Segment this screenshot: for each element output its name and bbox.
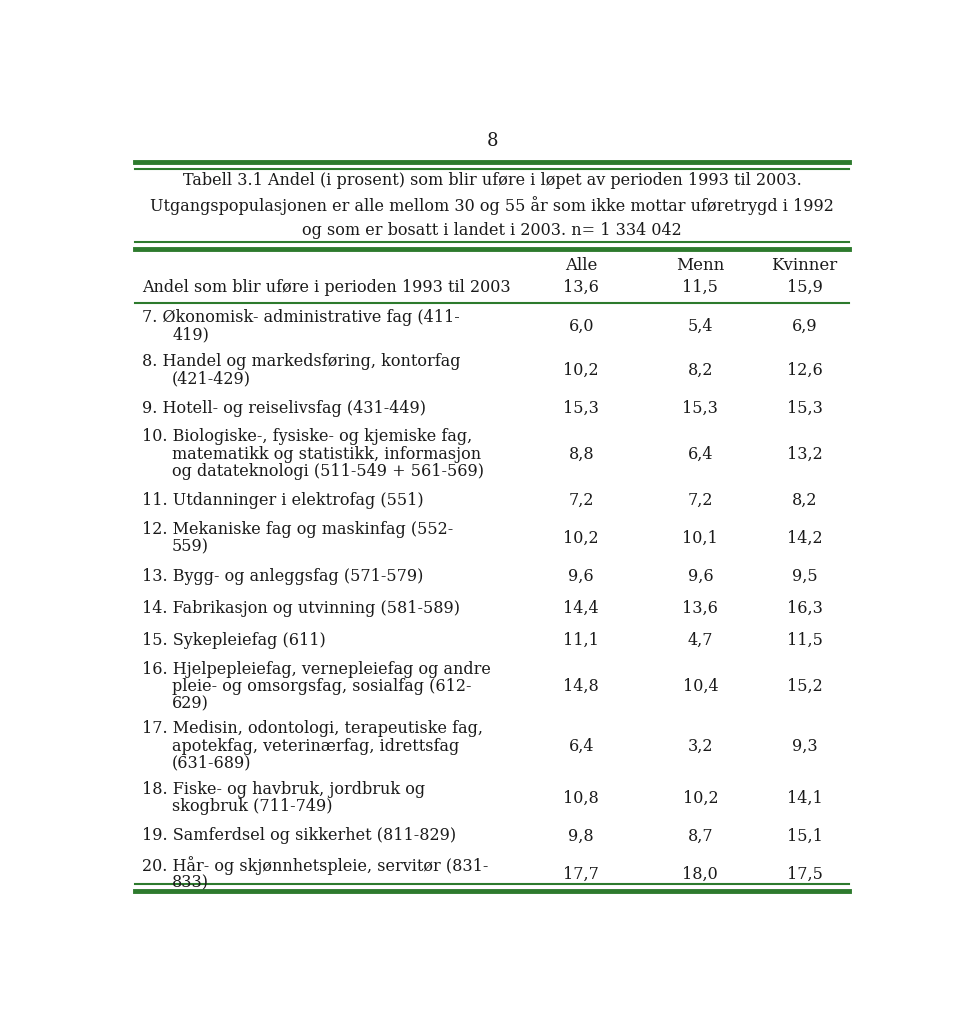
Text: 15,9: 15,9	[786, 278, 823, 296]
Text: 19. Samferdsel og sikkerhet (811-829): 19. Samferdsel og sikkerhet (811-829)	[142, 827, 456, 845]
Text: 20. Hår- og skjønnhetspleie, servitør (831-: 20. Hår- og skjønnhetspleie, servitør (8…	[142, 856, 489, 874]
Text: 9. Hotell- og reiselivsfag (431-449): 9. Hotell- og reiselivsfag (431-449)	[142, 399, 426, 417]
Text: Kvinner: Kvinner	[771, 257, 838, 273]
Text: matematikk og statistikk, informasjon: matematikk og statistikk, informasjon	[172, 445, 481, 463]
Text: 10,2: 10,2	[564, 362, 599, 379]
Text: 6,4: 6,4	[568, 738, 594, 754]
Text: 5,4: 5,4	[687, 318, 713, 335]
Text: Menn: Menn	[676, 257, 725, 273]
Text: 9,8: 9,8	[568, 827, 594, 845]
Text: 7,2: 7,2	[687, 491, 713, 508]
Text: 15,3: 15,3	[786, 399, 823, 417]
Text: 8,2: 8,2	[792, 491, 817, 508]
Text: 17,7: 17,7	[564, 865, 599, 882]
Text: 8: 8	[487, 131, 497, 150]
Text: 6,4: 6,4	[687, 445, 713, 463]
Text: 9,3: 9,3	[792, 738, 817, 754]
Text: og som er bosatt i landet i 2003. n= 1 334 042: og som er bosatt i landet i 2003. n= 1 3…	[302, 222, 682, 239]
Text: 3,2: 3,2	[687, 738, 713, 754]
Text: 10,8: 10,8	[564, 790, 599, 806]
Text: 17,5: 17,5	[786, 865, 823, 882]
Text: 559): 559)	[172, 538, 209, 555]
Text: 17. Medisin, odontologi, terapeutiske fag,: 17. Medisin, odontologi, terapeutiske fa…	[142, 720, 483, 738]
Text: 12,6: 12,6	[786, 362, 823, 379]
Text: 15,1: 15,1	[786, 827, 823, 845]
Text: 629): 629)	[172, 695, 209, 712]
Text: 14,8: 14,8	[564, 678, 599, 695]
Text: 15,2: 15,2	[786, 678, 823, 695]
Text: 13,6: 13,6	[564, 278, 599, 296]
Text: pleie- og omsorgsfag, sosialfag (612-: pleie- og omsorgsfag, sosialfag (612-	[172, 678, 471, 695]
Text: 14,2: 14,2	[786, 530, 823, 546]
Text: 10,1: 10,1	[683, 530, 718, 546]
Text: 14. Fabrikasjon og utvinning (581-589): 14. Fabrikasjon og utvinning (581-589)	[142, 600, 461, 616]
Text: 9,6: 9,6	[687, 568, 713, 585]
Text: 15. Sykepleiefag (611): 15. Sykepleiefag (611)	[142, 632, 326, 649]
Text: (421-429): (421-429)	[172, 370, 252, 387]
Text: 6,0: 6,0	[568, 318, 594, 335]
Text: 9,5: 9,5	[792, 568, 817, 585]
Text: 16,3: 16,3	[786, 600, 823, 616]
Text: 15,3: 15,3	[683, 399, 718, 417]
Text: apotekfag, veterinærfag, idrettsfag: apotekfag, veterinærfag, idrettsfag	[172, 738, 459, 754]
Text: 13,2: 13,2	[786, 445, 823, 463]
Text: 7,2: 7,2	[568, 491, 594, 508]
Text: 11,5: 11,5	[786, 632, 823, 649]
Text: Utgangspopulasjonen er alle mellom 30 og 55 år som ikke mottar uføretrygd i 1992: Utgangspopulasjonen er alle mellom 30 og…	[150, 196, 834, 215]
Text: 13. Bygg- og anleggsfag (571-579): 13. Bygg- og anleggsfag (571-579)	[142, 568, 423, 585]
Text: 9,6: 9,6	[568, 568, 594, 585]
Text: 11,5: 11,5	[683, 278, 718, 296]
Text: 10,2: 10,2	[683, 790, 718, 806]
Text: 12. Mekaniske fag og maskinfag (552-: 12. Mekaniske fag og maskinfag (552-	[142, 521, 453, 538]
Text: skogbruk (711-749): skogbruk (711-749)	[172, 798, 332, 815]
Text: 10. Biologiske-, fysiske- og kjemiske fag,: 10. Biologiske-, fysiske- og kjemiske fa…	[142, 428, 472, 445]
Text: 833): 833)	[172, 874, 209, 891]
Text: 6,9: 6,9	[792, 318, 817, 335]
Text: 8,8: 8,8	[568, 445, 594, 463]
Text: 13,6: 13,6	[683, 600, 718, 616]
Text: 10,2: 10,2	[564, 530, 599, 546]
Text: 18. Fiske- og havbruk, jordbruk og: 18. Fiske- og havbruk, jordbruk og	[142, 781, 425, 798]
Text: 14,4: 14,4	[564, 600, 599, 616]
Text: Tabell 3.1 Andel (i prosent) som blir uføre i løpet av perioden 1993 til 2003.: Tabell 3.1 Andel (i prosent) som blir uf…	[182, 172, 802, 189]
Text: 8,7: 8,7	[687, 827, 713, 845]
Text: Alle: Alle	[565, 257, 597, 273]
Text: 4,7: 4,7	[687, 632, 713, 649]
Text: og datateknologi (511-549 + 561-569): og datateknologi (511-549 + 561-569)	[172, 463, 484, 480]
Text: 419): 419)	[172, 326, 209, 343]
Text: 18,0: 18,0	[683, 865, 718, 882]
Text: 15,3: 15,3	[564, 399, 599, 417]
Text: 8,2: 8,2	[687, 362, 713, 379]
Text: 7. Økonomisk- administrative fag (411-: 7. Økonomisk- administrative fag (411-	[142, 309, 460, 326]
Text: 14,1: 14,1	[786, 790, 823, 806]
Text: 11,1: 11,1	[564, 632, 599, 649]
Text: 11. Utdanninger i elektrofag (551): 11. Utdanninger i elektrofag (551)	[142, 491, 424, 508]
Text: 8. Handel og markedsføring, kontorfag: 8. Handel og markedsføring, kontorfag	[142, 354, 461, 370]
Text: 10,4: 10,4	[683, 678, 718, 695]
Text: (631-689): (631-689)	[172, 755, 252, 771]
Text: 16. Hjelpepleiefag, vernepleiefag og andre: 16. Hjelpepleiefag, vernepleiefag og and…	[142, 660, 492, 678]
Text: Andel som blir uføre i perioden 1993 til 2003: Andel som blir uføre i perioden 1993 til…	[142, 278, 511, 296]
